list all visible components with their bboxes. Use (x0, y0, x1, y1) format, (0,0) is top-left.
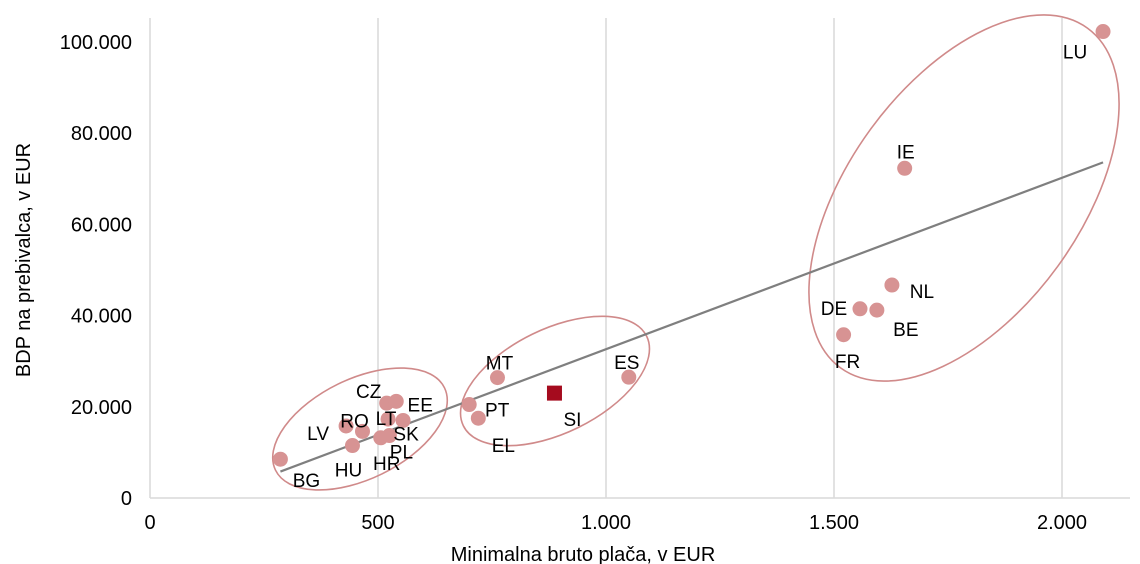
cluster-ellipse (808, 14, 1120, 382)
point-label-ro: RO (340, 411, 369, 432)
gridlines (377, 18, 1063, 498)
data-point-ro (354, 423, 370, 439)
cluster-ellipses (271, 14, 1120, 491)
cluster-ellipse (271, 367, 449, 491)
point-label-fr: FR (835, 352, 860, 373)
point-label-lt: LT (376, 409, 397, 430)
data-point-sk (395, 412, 411, 428)
point-labels: BG LV HU RO HR CZ LT PL EE SK PT EL MT ES FR DE BE NL IE LU… (293, 43, 1087, 493)
data-point-ee (388, 393, 404, 409)
point-label-mt: MT (486, 354, 514, 375)
data-point-mt (489, 370, 505, 386)
data-point-be (869, 302, 885, 318)
point-label-ee: EE (408, 395, 433, 416)
data-point-bg (272, 451, 288, 467)
cluster-ellipse (459, 315, 651, 447)
x-axis (149, 18, 1130, 499)
data-point-es (621, 369, 637, 385)
point-label-hr: HR (373, 454, 400, 475)
y-tick-label: 80.000 (71, 123, 132, 145)
point-label-lu: LU (1063, 43, 1087, 64)
highlight-point-si (546, 385, 562, 401)
data-point-pl (381, 428, 397, 444)
point-label-be: BE (893, 320, 918, 341)
x-tick-label: 2.000 (1037, 512, 1087, 534)
x-tick-label: 500 (361, 512, 394, 534)
data-point-pt (461, 397, 477, 413)
point-label-si: SI (563, 410, 581, 431)
data-point-de (852, 301, 868, 317)
x-tick-label: 1.500 (809, 512, 859, 534)
data-point-hu (344, 438, 360, 454)
y-axis-title: BDP na prebivalca, v EUR (13, 143, 35, 377)
point-label-ie: IE (897, 142, 915, 163)
y-tick-label: 20.000 (71, 397, 132, 419)
data-point-nl (884, 277, 900, 293)
y-tick-label: 40.000 (71, 306, 132, 328)
y-tick-label: 100.000 (60, 32, 132, 54)
trendline-segment (280, 161, 1104, 473)
data-point-lv (338, 418, 354, 434)
tick-labels: 0 500 1.000 1.500 2.000 0 20.000 40.000 60.000 80… (60, 32, 1087, 534)
point-label-pl: PL (390, 443, 413, 464)
x-tick-label: 1.000 (581, 512, 631, 534)
x-tick-label: 0 (144, 512, 155, 534)
point-label-es: ES (614, 353, 639, 374)
data-points (272, 24, 1111, 467)
point-label-cz: CZ (356, 382, 382, 403)
data-point-lu (1095, 24, 1111, 40)
y-tick-label: 60.000 (71, 214, 132, 236)
point-label-sk: SK (393, 424, 419, 445)
point-label-de: DE (821, 299, 847, 320)
point-label-pt: PT (485, 401, 510, 422)
data-point-el (470, 410, 486, 426)
data-point-lt (380, 411, 396, 427)
trendline (280, 161, 1104, 473)
y-tick-label: 0 (121, 488, 132, 510)
point-label-hu: HU (335, 461, 362, 482)
x-axis-title: Minimalna bruto plača, v EUR (451, 544, 716, 564)
point-label-el: EL (492, 436, 515, 457)
point-label-bg: BG (293, 471, 320, 492)
point-label-lv: LV (307, 424, 329, 445)
point-label-nl: NL (910, 282, 934, 303)
data-point-ie (897, 160, 913, 176)
data-point-fr (836, 327, 852, 343)
